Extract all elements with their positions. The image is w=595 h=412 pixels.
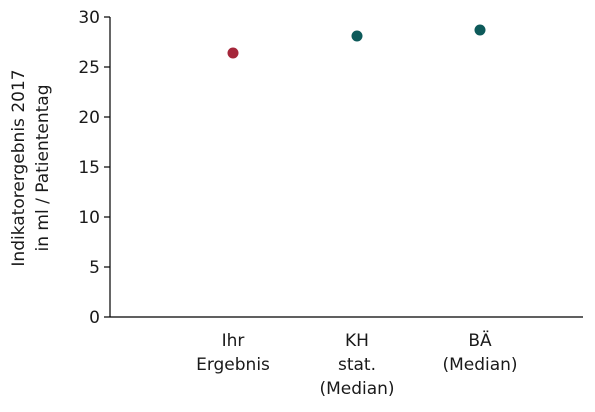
x-category-label: BÄ xyxy=(468,330,492,351)
x-category-label: (Median) xyxy=(319,379,394,399)
y-tick-label: 25 xyxy=(78,58,100,78)
x-category-label: KH xyxy=(345,331,369,351)
x-category-labels: Ihr Ergebnis KH stat. (Median) BÄ (Median) xyxy=(196,330,517,399)
x-category-label: Ihr xyxy=(222,331,245,351)
x-category-label: (Median) xyxy=(442,355,517,375)
y-axis-title: Indikatorergebnis 2017 in ml / Patienten… xyxy=(9,69,53,266)
data-point xyxy=(227,47,239,59)
y-axis-title-line-1: Indikatorergebnis 2017 xyxy=(9,69,29,266)
y-tick-label: 0 xyxy=(89,308,100,328)
y-tick-label: 20 xyxy=(78,108,100,128)
y-ticks: 0 5 10 15 20 25 30 xyxy=(78,8,110,328)
x-category-label: Ergebnis xyxy=(196,355,270,375)
y-tick-label: 5 xyxy=(89,258,100,278)
y-tick-label: 30 xyxy=(78,8,100,28)
data-point xyxy=(474,24,486,36)
x-category-label: stat. xyxy=(338,355,376,375)
data-point xyxy=(351,30,363,42)
y-tick-label: 15 xyxy=(78,158,100,178)
data-points xyxy=(227,24,486,59)
y-axis-title-line-2: in ml / Patiententag xyxy=(33,84,53,251)
y-tick-label: 10 xyxy=(78,208,100,228)
